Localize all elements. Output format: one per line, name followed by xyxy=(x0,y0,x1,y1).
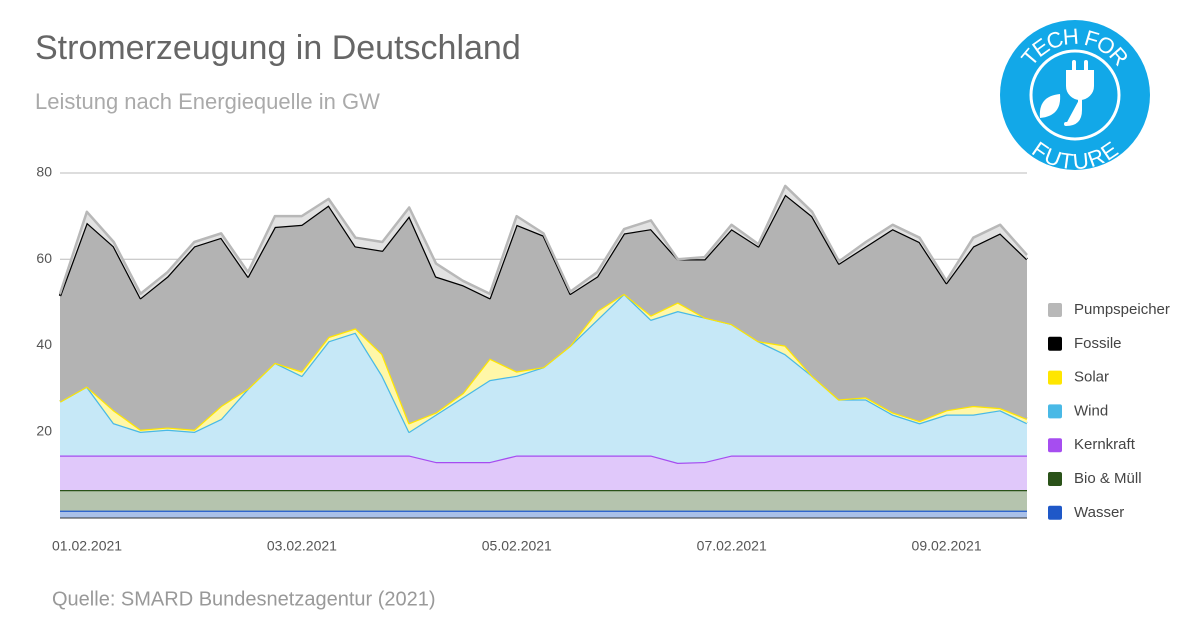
area xyxy=(60,194,1027,430)
x-tick-label: 01.02.2021 xyxy=(52,538,122,554)
legend-swatch xyxy=(1048,404,1062,419)
x-tick-label: 05.02.2021 xyxy=(482,538,552,554)
legend-swatch xyxy=(1048,505,1062,520)
area xyxy=(60,293,1027,463)
logo-leaf xyxy=(1039,94,1061,118)
legend-label: Solar xyxy=(1074,369,1109,386)
y-tick-label: 80 xyxy=(36,164,52,180)
source: Quelle: SMARD Bundesnetzagentur (2021) xyxy=(52,588,436,610)
legend-label: Kernkraft xyxy=(1074,436,1136,453)
area xyxy=(60,455,1027,490)
chart-subtitle: Leistung nach Energiequelle in GW xyxy=(35,89,380,114)
logo-plug xyxy=(1064,60,1094,126)
legend-swatch xyxy=(1048,370,1062,385)
legend-swatch xyxy=(1048,472,1062,486)
area xyxy=(60,489,1027,511)
legend-label: Pumpspeicher xyxy=(1074,301,1170,318)
legend-label: Wind xyxy=(1074,402,1108,419)
x-tick-label: 03.02.2021 xyxy=(267,538,337,554)
y-tick-label: 60 xyxy=(36,250,52,266)
x-tick-label: 09.02.2021 xyxy=(912,538,982,554)
y-tick-label: 20 xyxy=(36,422,52,438)
legend-swatch xyxy=(1048,303,1062,317)
area xyxy=(60,510,1027,518)
legend-swatch xyxy=(1048,336,1062,351)
logo-ring xyxy=(1029,49,1121,141)
chart-title: Stromerzeugung in Deutschland xyxy=(35,29,521,67)
legend-label: Bio & Müll xyxy=(1074,470,1142,487)
x-tick-label: 07.02.2021 xyxy=(697,538,767,554)
legend-label: Fossile xyxy=(1074,335,1122,352)
line xyxy=(60,454,1027,465)
line xyxy=(58,184,1028,295)
legend-swatch xyxy=(1048,438,1062,453)
y-tick-label: 40 xyxy=(36,336,52,352)
legend-label: Wasser xyxy=(1074,504,1124,521)
logo: TECH FOR FUTURE xyxy=(1000,20,1150,174)
